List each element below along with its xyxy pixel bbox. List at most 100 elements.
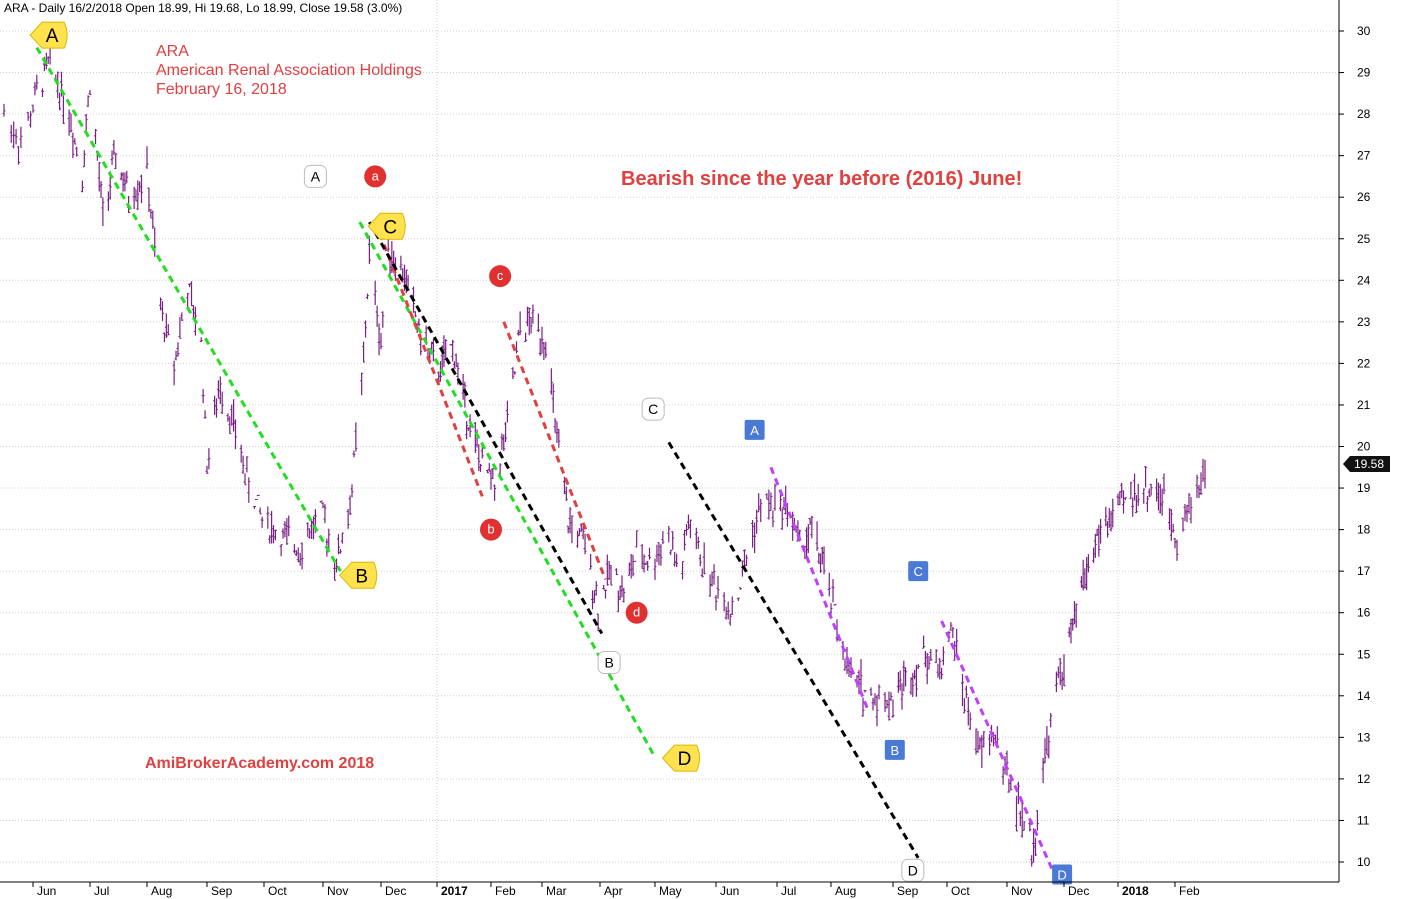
price-bar <box>551 383 555 413</box>
price-bar <box>833 603 837 606</box>
price-bar <box>698 554 702 567</box>
wave-labels: A B C D A B C Da b c d A B C D <box>29 21 1073 885</box>
trend-line-black <box>368 221 604 635</box>
price-bar <box>810 515 814 539</box>
price-bar <box>538 338 542 356</box>
price-bar <box>493 484 497 501</box>
price-bar <box>1149 483 1153 496</box>
price-bar <box>311 516 315 540</box>
price-bar <box>268 535 272 544</box>
price-bar <box>653 558 657 581</box>
wave-label-yellow-large-C: C <box>367 212 406 240</box>
x-tick-label: Jun <box>720 884 739 898</box>
wave-label-text: D <box>678 749 692 770</box>
price-bar <box>914 664 918 697</box>
price-bar <box>220 391 224 415</box>
x-tick-label: 2017 <box>441 884 468 898</box>
price-bar <box>164 313 168 339</box>
price-bar <box>714 595 718 611</box>
price-bar <box>88 89 92 96</box>
price-bar <box>1074 603 1078 628</box>
chart-header-info: ARA - Daily 16/2/2018 Open 18.99, Hi 19.… <box>4 1 403 15</box>
y-tick-label: 13 <box>1357 730 1371 744</box>
price-bar <box>283 521 287 538</box>
yellow-marker-shape <box>367 212 406 240</box>
price-bar <box>145 146 149 169</box>
price-bar <box>336 534 340 555</box>
price-bar <box>863 689 867 693</box>
price-bar <box>940 668 944 680</box>
price-bar <box>780 508 784 530</box>
price-bar <box>925 652 929 685</box>
price-bar <box>869 687 873 696</box>
price-bar <box>570 515 574 544</box>
wave-label-text: a <box>372 168 380 183</box>
price-bar <box>661 531 665 545</box>
price-bar <box>333 562 337 581</box>
price-bar <box>502 434 506 452</box>
y-tick-label: 22 <box>1357 356 1371 370</box>
price-bar <box>258 507 262 515</box>
price-bar <box>1136 483 1140 507</box>
price-bar <box>889 692 893 701</box>
watermark-label: AmiBrokerAcademy.com 2018 <box>145 755 375 772</box>
price-bar <box>831 579 835 603</box>
headline-label: Bearish since the year before (2016) Jun… <box>621 168 1023 190</box>
price-bar <box>974 728 978 755</box>
price-bar <box>738 587 742 590</box>
price-bar <box>273 529 277 541</box>
price-bar <box>669 549 673 556</box>
price-bar <box>239 444 243 463</box>
price-bar <box>684 524 688 536</box>
price-bar <box>544 341 548 358</box>
price-bar <box>417 318 421 327</box>
price-bar <box>583 533 587 555</box>
wave-label-text: A <box>46 26 59 47</box>
price-bar <box>542 341 546 361</box>
y-tick-label: 30 <box>1357 24 1371 38</box>
price-bar <box>577 527 581 536</box>
price-bar <box>1058 658 1062 686</box>
price-bar <box>362 341 366 363</box>
price-bar <box>162 332 166 343</box>
price-bar <box>875 695 879 727</box>
price-bar <box>716 575 720 599</box>
wave-label-red-circle-a: a <box>364 165 387 188</box>
price-bar <box>243 473 247 486</box>
date-label: February 16, 2018 <box>156 81 287 98</box>
price-bar <box>123 172 127 192</box>
price-bar <box>960 674 964 707</box>
price-bar <box>1123 497 1127 501</box>
price-bar <box>346 509 350 529</box>
x-tick-label: Sep <box>897 884 919 898</box>
price-bar <box>566 525 570 534</box>
price-bar <box>174 350 178 361</box>
price-bar <box>486 469 490 474</box>
price-bar <box>966 697 970 726</box>
red-marker-shape <box>480 518 502 541</box>
trend-line-purple <box>940 620 1054 871</box>
price-bar <box>686 514 690 530</box>
price-bar <box>1169 509 1173 541</box>
price-bar <box>755 509 759 534</box>
price-bar <box>791 511 795 541</box>
price-bar <box>186 293 190 307</box>
price-bar <box>272 525 276 544</box>
price-bar <box>26 111 30 121</box>
price-bar <box>859 659 863 691</box>
trend-line-red <box>373 221 484 497</box>
y-tick-label: 28 <box>1357 107 1371 121</box>
wave-label-red-circle-c: c <box>489 265 512 288</box>
y-tick-label: 21 <box>1357 398 1371 412</box>
price-bar <box>1018 810 1022 827</box>
price-bar <box>73 138 77 145</box>
price-bar <box>605 554 609 586</box>
y-tick-label: 14 <box>1357 689 1371 703</box>
price-bar <box>646 560 650 571</box>
x-tick-label: Dec <box>385 884 406 898</box>
price-bar <box>1199 472 1203 495</box>
price-bar <box>757 493 761 513</box>
price-bar <box>321 502 325 509</box>
price-bar <box>633 560 637 563</box>
x-tick-label: 2018 <box>1122 884 1149 898</box>
